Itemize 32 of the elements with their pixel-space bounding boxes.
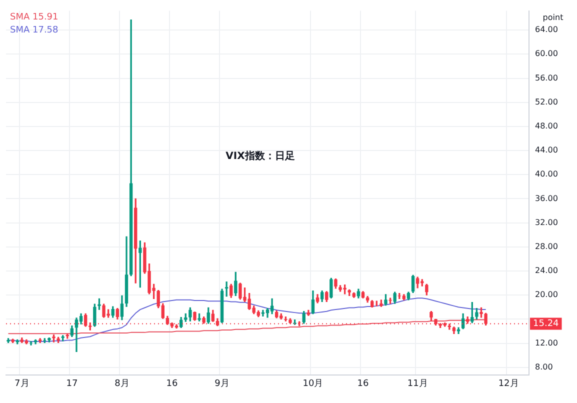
text: SMA 17.58 (10, 25, 59, 36)
candlestick (224, 282, 228, 297)
ref-line-label: 15.24 (533, 319, 560, 330)
text: SMA 15.91 (10, 12, 58, 22)
y-tick-label: 28.00 (535, 242, 558, 251)
y-tick-label: 8.00 (535, 362, 553, 372)
y-tick-label: 32.00 (535, 218, 558, 227)
text: VIX指数：日足 (226, 150, 295, 162)
y-tick-label: 40.00 (535, 170, 558, 179)
y-tick-label: 64.00 (535, 25, 558, 34)
x-tick-label: 17 (66, 378, 78, 389)
candlestick (29, 341, 33, 346)
x-tick-label: 16 (357, 378, 370, 389)
y-tick-label: 44.00 (535, 146, 558, 155)
x-tick-label: 10月 (302, 378, 324, 389)
y-tick-label: 56.00 (535, 73, 558, 82)
x-tick-label: 7月 (14, 378, 30, 389)
y-tick-label: 60.00 (535, 49, 558, 58)
x-tick-label: 12月 (498, 378, 519, 389)
x-tick-label: 16 (166, 378, 178, 389)
candlestick (74, 318, 78, 352)
y-tick-label: 12.00 (535, 338, 558, 348)
x-tick-label: 9月 (214, 378, 230, 389)
candlestick (261, 310, 265, 317)
y-tick-label: 20.00 (535, 290, 558, 300)
y-tick-label: 36.00 (535, 194, 558, 203)
x-tick-label: 11月 (407, 378, 428, 389)
y-tick-label: 24.00 (535, 266, 558, 276)
y-axis-title: point (542, 13, 564, 22)
y-tick-label: 52.00 (535, 97, 558, 106)
x-tick-label: 8月 (114, 378, 130, 389)
y-tick-label: 48.00 (535, 122, 558, 131)
